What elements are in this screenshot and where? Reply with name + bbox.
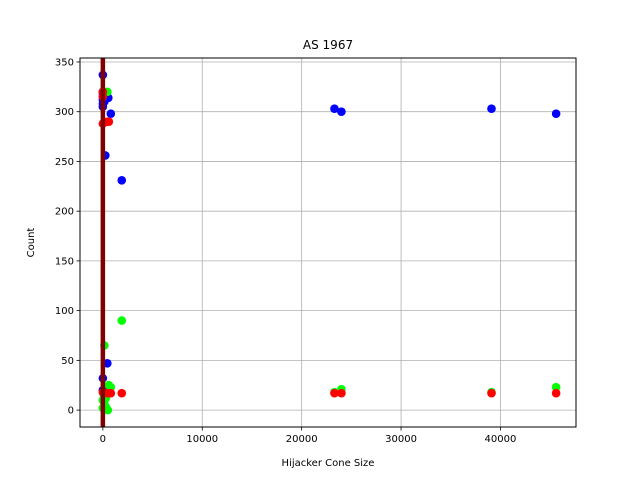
x-tick-label: 20000 [286, 434, 318, 445]
y-tick-label: 200 [55, 207, 74, 218]
data-point [106, 388, 116, 398]
data-point [103, 359, 112, 368]
y-tick-label: 300 [55, 107, 74, 118]
data-point [330, 104, 339, 114]
data-point [551, 109, 561, 118]
x-tick-label: 40000 [485, 434, 517, 445]
data-point [337, 107, 346, 117]
x-tick-label: 30000 [385, 434, 417, 445]
y-tick-label: 0 [68, 406, 74, 417]
y-tick-label: 100 [55, 306, 74, 317]
chart-title: AS 1967 [303, 38, 353, 52]
y-axis-label: Count [26, 228, 37, 258]
axis-ticks: 0 10000 20000 30000 40000 0 50 100 150 200 250 300 3… [55, 57, 516, 445]
data-point [117, 176, 127, 185]
data-point [337, 388, 346, 398]
x-tick-label: 10000 [186, 434, 218, 445]
data-point [104, 117, 114, 126]
data-point [551, 382, 561, 392]
y-tick-label: 350 [55, 57, 74, 68]
x-axis-label: Hijacker Cone Size [282, 458, 375, 469]
y-tick-label: 150 [55, 256, 74, 267]
data-point [106, 109, 116, 118]
y-tick-label: 250 [55, 157, 74, 168]
grid [80, 58, 576, 427]
data-point [551, 388, 561, 398]
y-tick-label: 50 [61, 356, 74, 367]
plot-area-frame [79, 57, 577, 428]
data-point [330, 388, 339, 398]
data-point [117, 388, 127, 398]
data-point [117, 316, 127, 325]
x-tick-label: 0 [100, 434, 106, 445]
data-point [487, 104, 496, 114]
data-point [487, 388, 496, 398]
